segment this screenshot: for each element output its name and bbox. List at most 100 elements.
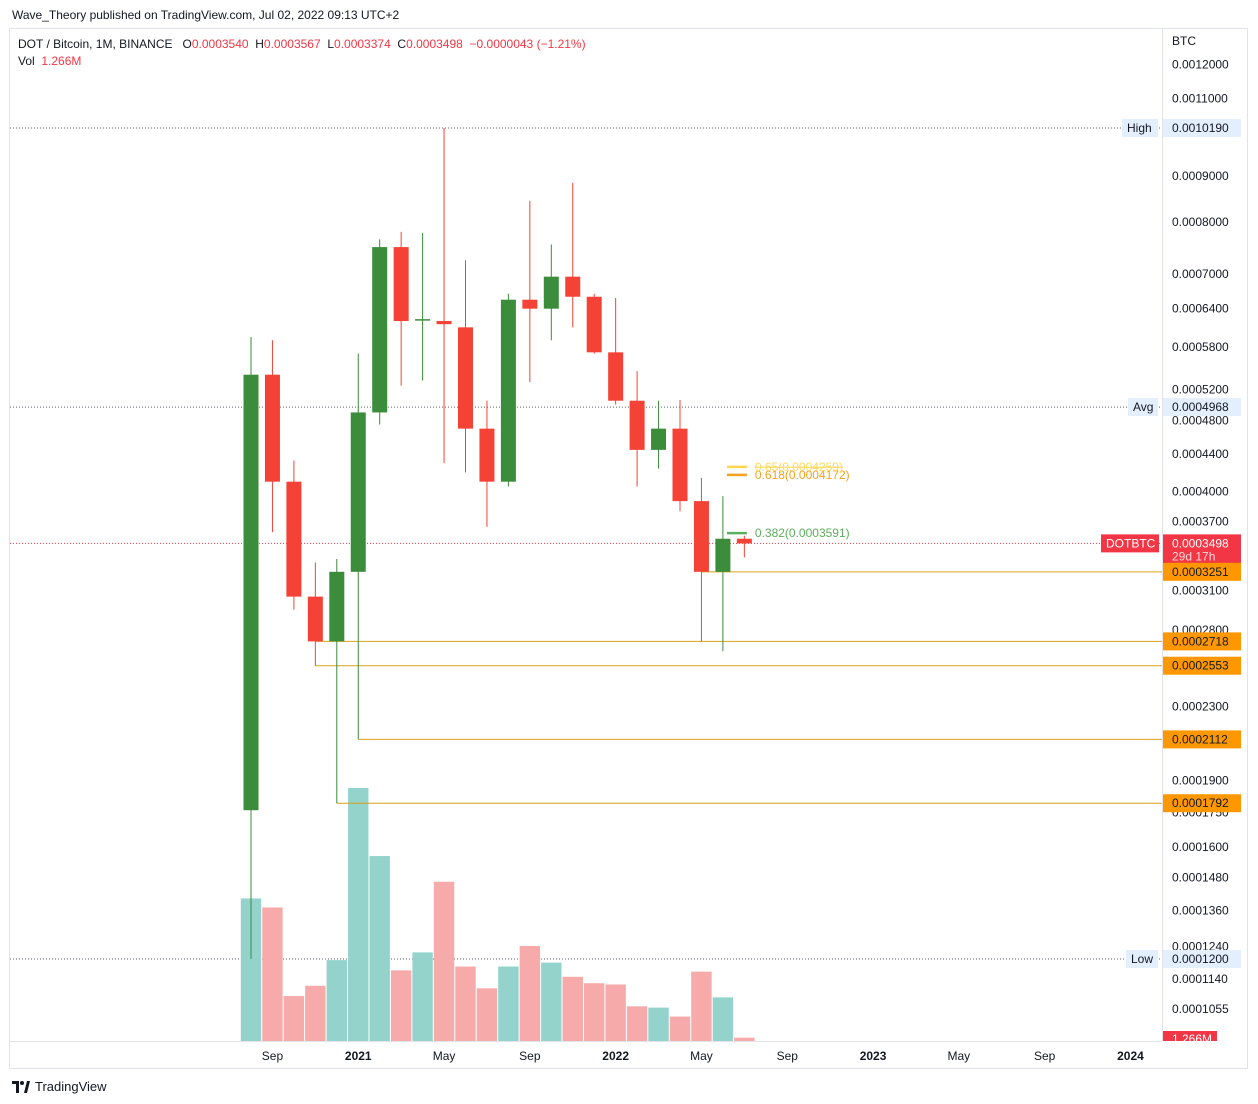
legend-close: 0.0003498 — [406, 37, 463, 51]
support-tag-bg — [1163, 730, 1241, 749]
avg-value-tag: 0.0004968 — [1172, 400, 1229, 414]
symbol-tag: DOTBTC — [1106, 536, 1156, 550]
price-axis-tick: 0.0003100 — [1172, 583, 1229, 597]
candle-body — [243, 374, 259, 811]
price-axis-tick: 0.0002300 — [1172, 699, 1229, 713]
time-axis-tick: Sep — [519, 1049, 541, 1063]
candle-body — [458, 327, 473, 429]
support-tag-value: 0.0003251 — [1172, 565, 1229, 579]
support-tag-bg — [1163, 656, 1241, 675]
time-axis[interactable] — [9, 1041, 1162, 1069]
avg-value-tag-bg — [1163, 398, 1241, 417]
support-tag-bg — [1163, 632, 1241, 651]
candle-body — [629, 400, 645, 450]
tradingview-brand[interactable]: TradingView — [12, 1079, 107, 1094]
price-axis-tick: 0.0001240 — [1172, 939, 1229, 953]
price-axis-tick: 0.0005200 — [1172, 382, 1229, 396]
volume-bar — [412, 952, 433, 1041]
avg-label-tag: Avg — [1133, 400, 1153, 414]
candle-body — [479, 428, 495, 482]
fib-level-label: 0.382(0.0003591) — [755, 526, 850, 540]
volume-bar — [498, 966, 519, 1041]
volume-bar — [584, 983, 605, 1041]
current-price-tag-bg — [1163, 534, 1241, 565]
low-label-tag-bg — [1126, 950, 1158, 968]
volume-bar — [240, 898, 262, 1041]
candle-body — [372, 247, 388, 413]
volume-bar — [712, 997, 734, 1041]
volume-bar — [562, 976, 583, 1041]
legend-symbol[interactable]: DOT / Bitcoin, 1M, BINANCE — [18, 37, 173, 51]
time-axis-tick: May — [690, 1049, 713, 1063]
support-tag-value: 0.0002112 — [1172, 732, 1228, 746]
high-label-tag: High — [1127, 121, 1152, 135]
support-tag-value: 0.0001792 — [1172, 796, 1229, 810]
time-axis-tick: 2021 — [345, 1049, 372, 1063]
chart-frame — [9, 28, 1248, 1069]
price-axis-unit: BTC — [1172, 34, 1196, 48]
price-axis-tick: 0.0003700 — [1172, 515, 1229, 529]
volume-bar — [519, 945, 541, 1041]
candle-body — [651, 428, 667, 450]
time-axis-tick: Sep — [262, 1049, 284, 1063]
legend-open: 0.0003540 — [191, 37, 249, 51]
candle-body — [715, 538, 731, 572]
legend-open-label: O — [182, 37, 192, 51]
legend-high: 0.0003567 — [263, 37, 321, 51]
high-value-tag-bg — [1163, 119, 1241, 137]
price-axis-tick: 0.0006400 — [1172, 302, 1229, 316]
volume-bar — [305, 985, 326, 1041]
low-label-tag: Low — [1131, 952, 1153, 966]
volume-bar — [605, 984, 626, 1041]
candle-body — [350, 412, 366, 572]
price-axis-tick: 0.0005800 — [1172, 340, 1229, 354]
avg-label-tag-bg — [1128, 398, 1158, 417]
candle-body — [565, 276, 581, 297]
candle-body — [393, 247, 409, 322]
price-axis-tick: 0.0001140 — [1172, 972, 1228, 986]
volume-bar — [626, 1006, 648, 1041]
candle-body — [608, 352, 624, 401]
legend-low: 0.0003374 — [334, 37, 391, 51]
volume-bar — [348, 788, 369, 1041]
high-value-tag: 0.0010190 — [1172, 121, 1229, 135]
price-axis-tick: 0.0001480 — [1172, 871, 1229, 885]
candle-body — [329, 571, 345, 642]
volume-bar — [283, 996, 305, 1041]
volume-bar — [433, 881, 455, 1041]
legend-vol-label[interactable]: Vol — [18, 54, 35, 68]
support-tag-bg — [1163, 562, 1241, 581]
time-axis-tick: Sep — [1034, 1049, 1056, 1063]
support-tag-value: 0.0002718 — [1172, 634, 1229, 648]
volume-tag: 1.266M — [1172, 1032, 1212, 1046]
legend-close-label: C — [397, 37, 407, 51]
price-axis-tick: 0.0001900 — [1172, 773, 1229, 787]
fib-level-label: 0.65(0.0004259) — [755, 460, 843, 474]
time-axis-tick: May — [433, 1049, 456, 1063]
volume-bar — [541, 962, 562, 1041]
candle-body — [436, 321, 452, 325]
price-axis-tick: 0.0011000 — [1172, 91, 1228, 105]
time-axis-tick: Sep — [777, 1049, 799, 1063]
fib-level-label: 0.618(0.0004172) — [755, 468, 850, 482]
current-price-value: 0.0003498 — [1172, 536, 1229, 550]
candle-body — [522, 299, 538, 309]
brand-name: TradingView — [35, 1079, 107, 1094]
price-axis-tick: 0.0001600 — [1172, 840, 1229, 854]
legend-vol: 1.266M — [41, 54, 82, 68]
volume-bar — [669, 1016, 691, 1041]
price-axis[interactable] — [1162, 28, 1248, 1041]
legend-change: −0.0000043 (−1.21%) — [469, 37, 586, 51]
volume-bar — [262, 907, 283, 1041]
price-axis-tick: 0.0009000 — [1172, 169, 1229, 183]
high-label-tag-bg — [1122, 119, 1158, 137]
price-axis-tick: 0.0012000 — [1172, 57, 1229, 71]
candle-body — [415, 319, 431, 321]
price-axis-tick: 0.0004400 — [1172, 447, 1229, 461]
price-axis-tick: 0.0004000 — [1172, 484, 1229, 498]
volume-bar — [476, 988, 498, 1041]
low-value-tag: 0.0001200 — [1172, 952, 1229, 966]
legend-high-label: H — [255, 37, 264, 51]
volume-bar — [691, 971, 712, 1041]
